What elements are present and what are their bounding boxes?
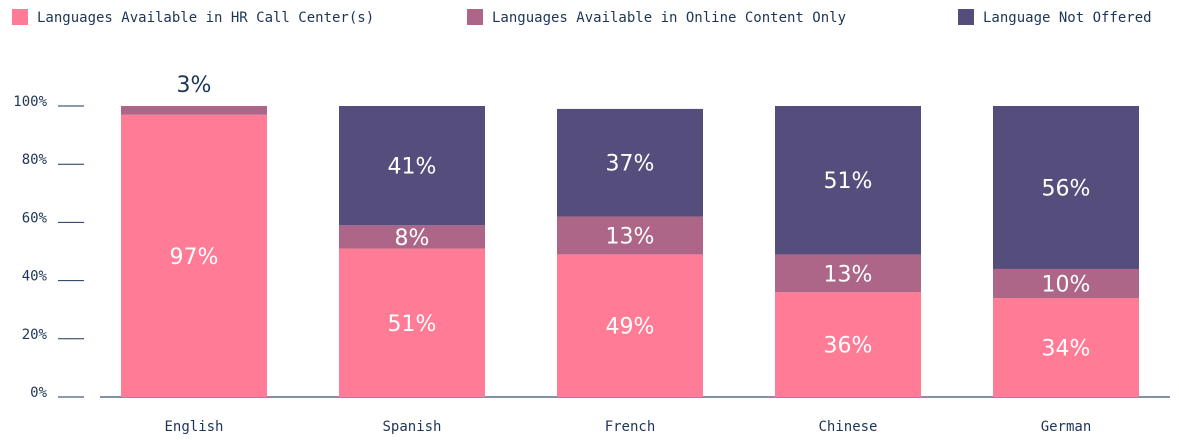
data-label: 51%: [388, 312, 437, 337]
bar-segment: [339, 248, 485, 397]
y-tick-label: 20%: [22, 327, 48, 343]
data-label: 8%: [395, 226, 430, 251]
data-label: 49%: [606, 315, 655, 340]
data-label: 56%: [1042, 176, 1091, 201]
data-label: 37%: [606, 152, 655, 177]
data-label: 13%: [824, 262, 873, 287]
legend-label: Languages Available in Online Content On…: [492, 10, 846, 26]
data-label: 36%: [824, 334, 873, 359]
data-label: 51%: [824, 169, 873, 194]
bar-segment: [775, 292, 921, 397]
data-label: 10%: [1042, 273, 1091, 298]
data-label: 41%: [388, 155, 437, 180]
bar-segment: [121, 106, 267, 115]
x-tick-label: English: [164, 419, 223, 435]
bar-segment: [557, 108, 703, 217]
bar-segment: [339, 106, 485, 226]
data-label: 13%: [606, 224, 655, 249]
y-tick-label: 80%: [22, 152, 48, 168]
x-tick-label: German: [1041, 419, 1092, 435]
bar-segment: [993, 106, 1139, 269]
bar-segment: [993, 298, 1139, 397]
bar-segment: [557, 254, 703, 397]
data-label: 3%: [177, 73, 212, 98]
x-tick-label: French: [605, 419, 656, 435]
legend-swatch: [467, 9, 483, 25]
y-tick-label: 40%: [22, 269, 48, 285]
bar-segment: [775, 106, 921, 255]
bar-segment: [339, 225, 485, 249]
legend-label: Languages Available in HR Call Center(s): [37, 10, 374, 26]
bar-segment: [557, 216, 703, 255]
bar-segment: [993, 268, 1139, 299]
data-label: 97%: [170, 245, 219, 270]
legend-swatch: [958, 9, 974, 25]
bar-segment: [121, 114, 267, 397]
bar-segment: [775, 254, 921, 293]
data-label: 34%: [1042, 337, 1091, 362]
y-tick-label: 100%: [13, 94, 47, 110]
legend-swatch: [12, 9, 28, 25]
y-tick-label: 0%: [30, 385, 47, 401]
y-tick-label: 60%: [22, 210, 48, 226]
x-tick-label: Spanish: [382, 419, 441, 435]
legend-label: Language Not Offered: [983, 10, 1152, 26]
x-tick-label: Chinese: [818, 419, 877, 435]
